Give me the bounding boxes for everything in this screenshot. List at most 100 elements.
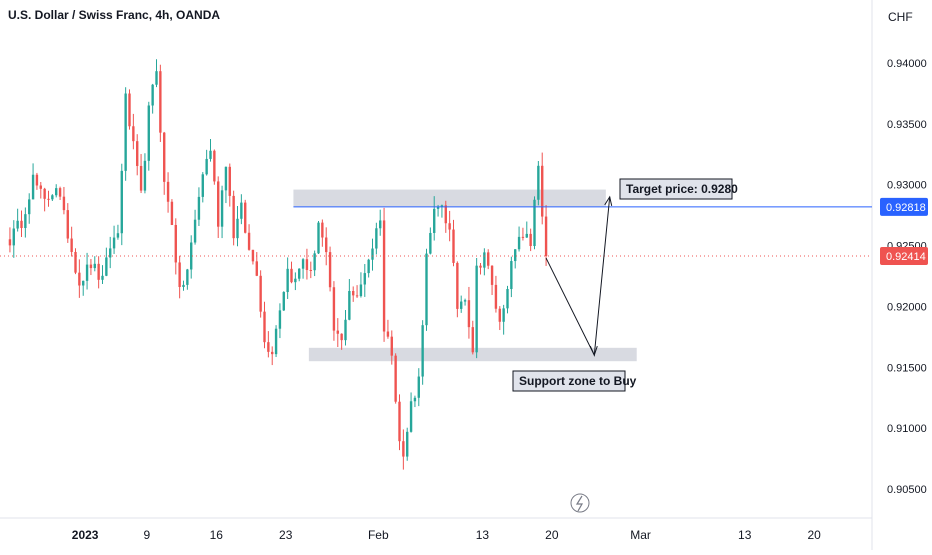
candle-body[interactable]	[244, 202, 247, 233]
candle-body[interactable]	[66, 210, 69, 239]
candle-body[interactable]	[136, 141, 139, 166]
candle-body[interactable]	[213, 150, 216, 182]
candle-body[interactable]	[363, 273, 366, 285]
candle-body[interactable]	[93, 263, 96, 269]
candle-body[interactable]	[85, 264, 89, 281]
candle-body[interactable]	[332, 287, 336, 331]
candle-body[interactable]	[105, 257, 108, 276]
candle-body[interactable]	[340, 333, 343, 341]
candle-body[interactable]	[16, 220, 19, 229]
candle-body[interactable]	[487, 252, 490, 266]
candle-body[interactable]	[421, 325, 424, 377]
candle-body[interactable]	[120, 170, 123, 234]
candle-body[interactable]	[433, 208, 436, 233]
candle-body[interactable]	[217, 181, 220, 227]
candle-body[interactable]	[321, 222, 324, 238]
candle-body[interactable]	[502, 308, 505, 322]
candle-body[interactable]	[128, 93, 131, 127]
candle-body[interactable]	[402, 441, 405, 457]
lightning-icon[interactable]	[570, 493, 590, 513]
candle-body[interactable]	[31, 174, 35, 200]
candle-body[interactable]	[43, 188, 46, 199]
candle-body[interactable]	[344, 319, 347, 341]
candle-body[interactable]	[406, 431, 409, 457]
target-annotation[interactable]: Target price: 0.9280	[619, 178, 738, 200]
candle-body[interactable]	[274, 328, 278, 355]
candle-body[interactable]	[82, 280, 85, 286]
candle-body[interactable]	[224, 166, 228, 191]
candle-body[interactable]	[236, 218, 239, 239]
candle-body[interactable]	[143, 160, 147, 191]
candle-body[interactable]	[471, 327, 474, 353]
candle-body[interactable]	[166, 181, 170, 202]
candle-body[interactable]	[35, 174, 39, 186]
candle-body[interactable]	[12, 228, 15, 246]
candle-body[interactable]	[325, 237, 328, 253]
support-annotation[interactable]: Support zone to Buy	[512, 370, 637, 392]
candle-body[interactable]	[240, 202, 243, 219]
candle-body[interactable]	[371, 248, 374, 260]
candle-body[interactable]	[267, 342, 270, 352]
candle-body[interactable]	[517, 236, 521, 250]
candle-body[interactable]	[386, 331, 390, 337]
candle-body[interactable]	[359, 284, 363, 297]
candle-body[interactable]	[460, 301, 463, 309]
candle-body[interactable]	[440, 205, 444, 207]
candle-body[interactable]	[232, 195, 235, 239]
candle-body[interactable]	[483, 252, 486, 268]
candle-body[interactable]	[170, 201, 174, 225]
candle-body[interactable]	[124, 93, 127, 171]
candle-body[interactable]	[514, 249, 517, 262]
candle-body[interactable]	[463, 300, 467, 302]
candle-body[interactable]	[24, 214, 27, 229]
candle-body[interactable]	[278, 310, 282, 329]
candle-body[interactable]	[112, 237, 116, 249]
candle-body[interactable]	[313, 253, 316, 271]
candle-body[interactable]	[193, 219, 197, 243]
candle-body[interactable]	[298, 268, 301, 279]
candle-body[interactable]	[352, 290, 355, 296]
candle-body[interactable]	[178, 262, 181, 288]
candle-body[interactable]	[390, 336, 393, 356]
candle-body[interactable]	[39, 185, 42, 189]
candle-body[interactable]	[263, 311, 266, 343]
candle-body[interactable]	[475, 265, 478, 353]
candle-body[interactable]	[139, 165, 143, 191]
candle-body[interactable]	[544, 216, 548, 257]
candle-body[interactable]	[317, 222, 320, 254]
candle-body[interactable]	[290, 268, 293, 283]
candle-body[interactable]	[190, 242, 193, 270]
candle-body[interactable]	[201, 174, 204, 197]
candle-body[interactable]	[305, 259, 309, 270]
candle-body[interactable]	[209, 150, 212, 159]
candle-body[interactable]	[163, 132, 166, 182]
candle-body[interactable]	[382, 220, 386, 332]
candle-body[interactable]	[159, 71, 162, 133]
candle-body[interactable]	[429, 232, 432, 254]
candle-body[interactable]	[155, 71, 158, 85]
candle-body[interactable]	[537, 165, 540, 200]
candle-body[interactable]	[286, 268, 289, 293]
candle-body[interactable]	[479, 265, 482, 268]
candle-body[interactable]	[186, 269, 189, 285]
candle-body[interactable]	[409, 401, 413, 432]
candle-body[interactable]	[220, 190, 224, 227]
candle-body[interactable]	[74, 251, 77, 273]
candle-body[interactable]	[541, 165, 544, 217]
candle-body[interactable]	[174, 224, 177, 263]
candle-body[interactable]	[436, 206, 440, 209]
candle-body[interactable]	[379, 220, 382, 229]
candle-body[interactable]	[132, 126, 135, 142]
candle-body[interactable]	[301, 259, 305, 269]
candle-body[interactable]	[328, 252, 332, 288]
candle-body[interactable]	[51, 195, 54, 200]
candle-body[interactable]	[294, 278, 297, 283]
candle-body[interactable]	[197, 196, 201, 220]
candle-body[interactable]	[367, 259, 370, 274]
candle-body[interactable]	[89, 264, 93, 269]
candle-body[interactable]	[494, 284, 498, 309]
candle-body[interactable]	[490, 265, 494, 285]
candle-body[interactable]	[247, 232, 251, 250]
candle-body[interactable]	[425, 253, 428, 326]
